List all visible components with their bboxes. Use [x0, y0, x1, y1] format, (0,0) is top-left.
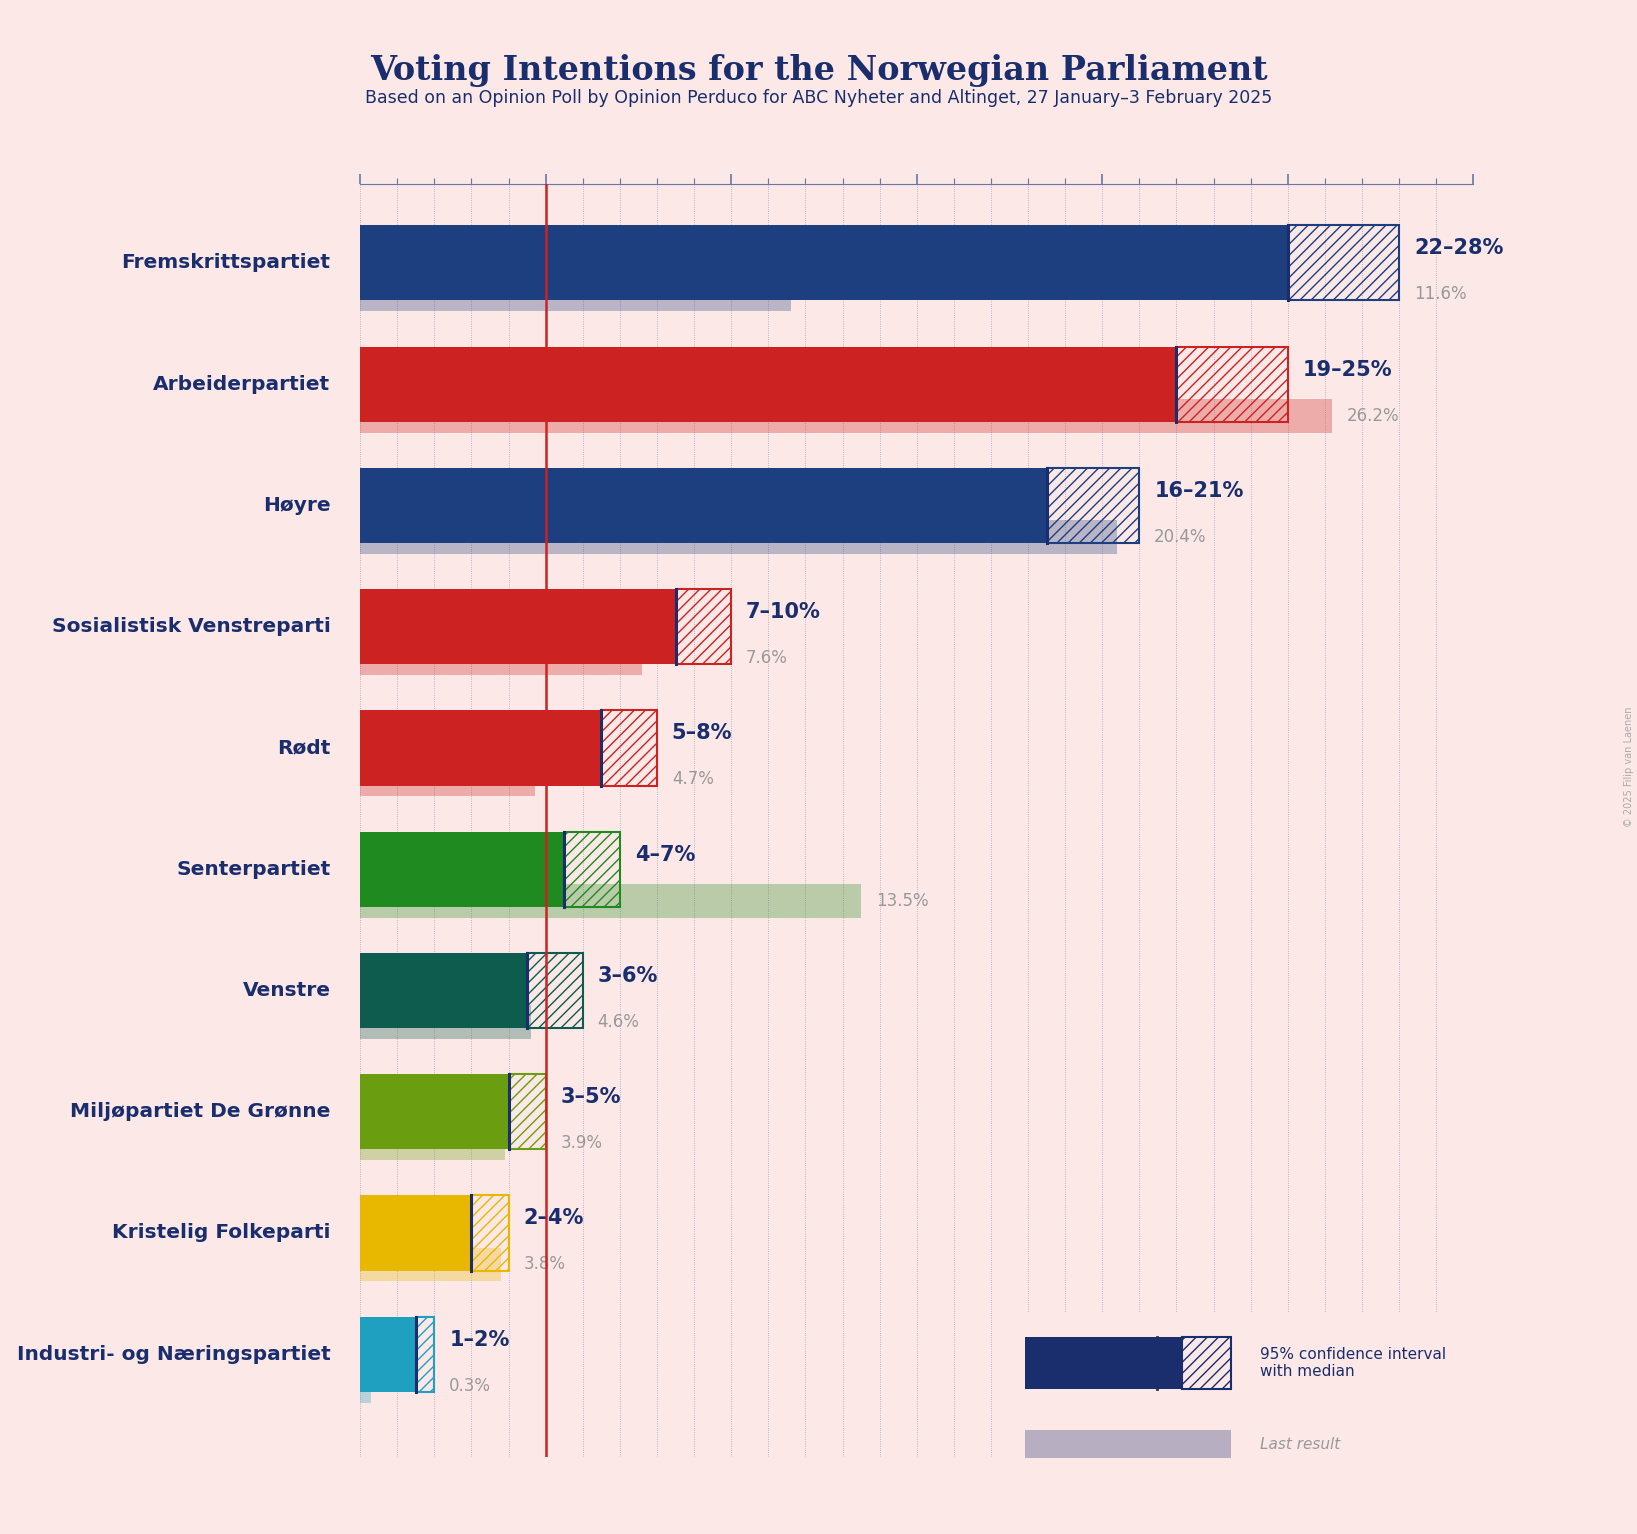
Text: 2–4%: 2–4%	[524, 1209, 584, 1229]
Bar	[676, 589, 732, 664]
Text: 19–25%: 19–25%	[1303, 359, 1391, 379]
Text: Rødt: Rødt	[277, 738, 331, 758]
Bar	[545, 710, 601, 785]
Text: Sosialistisk Venstreparti: Sosialistisk Venstreparti	[52, 617, 331, 637]
Bar	[471, 1195, 509, 1270]
Bar	[360, 520, 1116, 554]
Text: Last result: Last result	[1260, 1437, 1341, 1451]
Bar	[1025, 1430, 1231, 1457]
Bar	[509, 831, 565, 907]
Bar	[434, 1195, 471, 1270]
Text: 20.4%: 20.4%	[1154, 528, 1206, 546]
Bar	[360, 1368, 372, 1402]
Text: 1–2%: 1–2%	[449, 1330, 509, 1350]
Bar	[954, 468, 1046, 543]
Text: Kristelig Folkeparti: Kristelig Folkeparti	[111, 1224, 331, 1243]
Text: 3.8%: 3.8%	[524, 1255, 565, 1273]
Bar	[565, 831, 620, 907]
Bar	[1046, 468, 1139, 543]
Bar	[360, 884, 861, 917]
Bar	[360, 347, 1066, 422]
Bar	[1025, 1338, 1133, 1388]
Text: 7–10%: 7–10%	[746, 603, 820, 623]
Text: 4.7%: 4.7%	[671, 770, 714, 788]
Bar	[360, 1126, 504, 1160]
Text: 0.3%: 0.3%	[449, 1376, 491, 1394]
Bar	[360, 1005, 530, 1039]
Text: Based on an Opinion Poll by Opinion Perduco for ABC Nyheter and Altinget, 27 Jan: Based on an Opinion Poll by Opinion Perd…	[365, 89, 1272, 107]
Bar	[360, 468, 954, 543]
Bar	[416, 1316, 434, 1391]
Text: Voting Intentions for the Norwegian Parliament: Voting Intentions for the Norwegian Parl…	[370, 54, 1267, 87]
Text: 26.2%: 26.2%	[1347, 407, 1400, 425]
Text: 4.6%: 4.6%	[598, 1012, 640, 1031]
Bar	[1288, 225, 1400, 301]
Bar	[360, 710, 545, 785]
Text: 22–28%: 22–28%	[1414, 238, 1503, 258]
Text: 3–5%: 3–5%	[560, 1088, 620, 1108]
Bar	[360, 1195, 434, 1270]
Bar	[471, 953, 527, 1028]
Text: 4–7%: 4–7%	[635, 845, 696, 865]
Bar	[620, 589, 676, 664]
Text: 7.6%: 7.6%	[746, 649, 787, 667]
Text: Fremskrittspartiet: Fremskrittspartiet	[121, 253, 331, 273]
Bar	[1177, 347, 1288, 422]
Text: 5–8%: 5–8%	[671, 724, 732, 744]
Text: Miljøpartiet De Grønne: Miljøpartiet De Grønne	[70, 1103, 331, 1121]
Bar	[360, 1316, 398, 1391]
Bar	[1177, 225, 1288, 301]
Text: 95% confidence interval
with median: 95% confidence interval with median	[1260, 1347, 1447, 1379]
Text: Arbeiderpartiet: Arbeiderpartiet	[154, 374, 331, 394]
Bar	[471, 1074, 509, 1149]
Bar	[360, 278, 791, 311]
Text: © 2025 Filip van Laenen: © 2025 Filip van Laenen	[1624, 707, 1634, 827]
Bar	[398, 1316, 416, 1391]
Text: 13.5%: 13.5%	[876, 891, 928, 910]
Bar	[360, 641, 642, 675]
Bar	[1066, 347, 1177, 422]
Bar	[509, 1074, 545, 1149]
Text: 16–21%: 16–21%	[1154, 480, 1244, 502]
Text: Venstre: Venstre	[242, 980, 331, 1000]
Bar	[360, 831, 509, 907]
Bar	[360, 762, 535, 796]
Bar	[360, 1074, 471, 1149]
Text: Høyre: Høyre	[264, 495, 331, 515]
Bar	[360, 1247, 501, 1281]
Bar	[1133, 1338, 1182, 1388]
Text: 11.6%: 11.6%	[1414, 285, 1467, 304]
Bar	[527, 953, 583, 1028]
Bar	[360, 589, 620, 664]
Bar	[601, 710, 656, 785]
Bar	[1182, 1338, 1231, 1388]
Text: 3.9%: 3.9%	[560, 1134, 602, 1152]
Text: Industri- og Næringspartiet: Industri- og Næringspartiet	[16, 1345, 331, 1364]
Text: 3–6%: 3–6%	[598, 966, 658, 986]
Text: Senterpartiet: Senterpartiet	[177, 859, 331, 879]
Bar	[360, 399, 1333, 433]
Bar	[360, 953, 471, 1028]
Bar	[360, 225, 1177, 301]
